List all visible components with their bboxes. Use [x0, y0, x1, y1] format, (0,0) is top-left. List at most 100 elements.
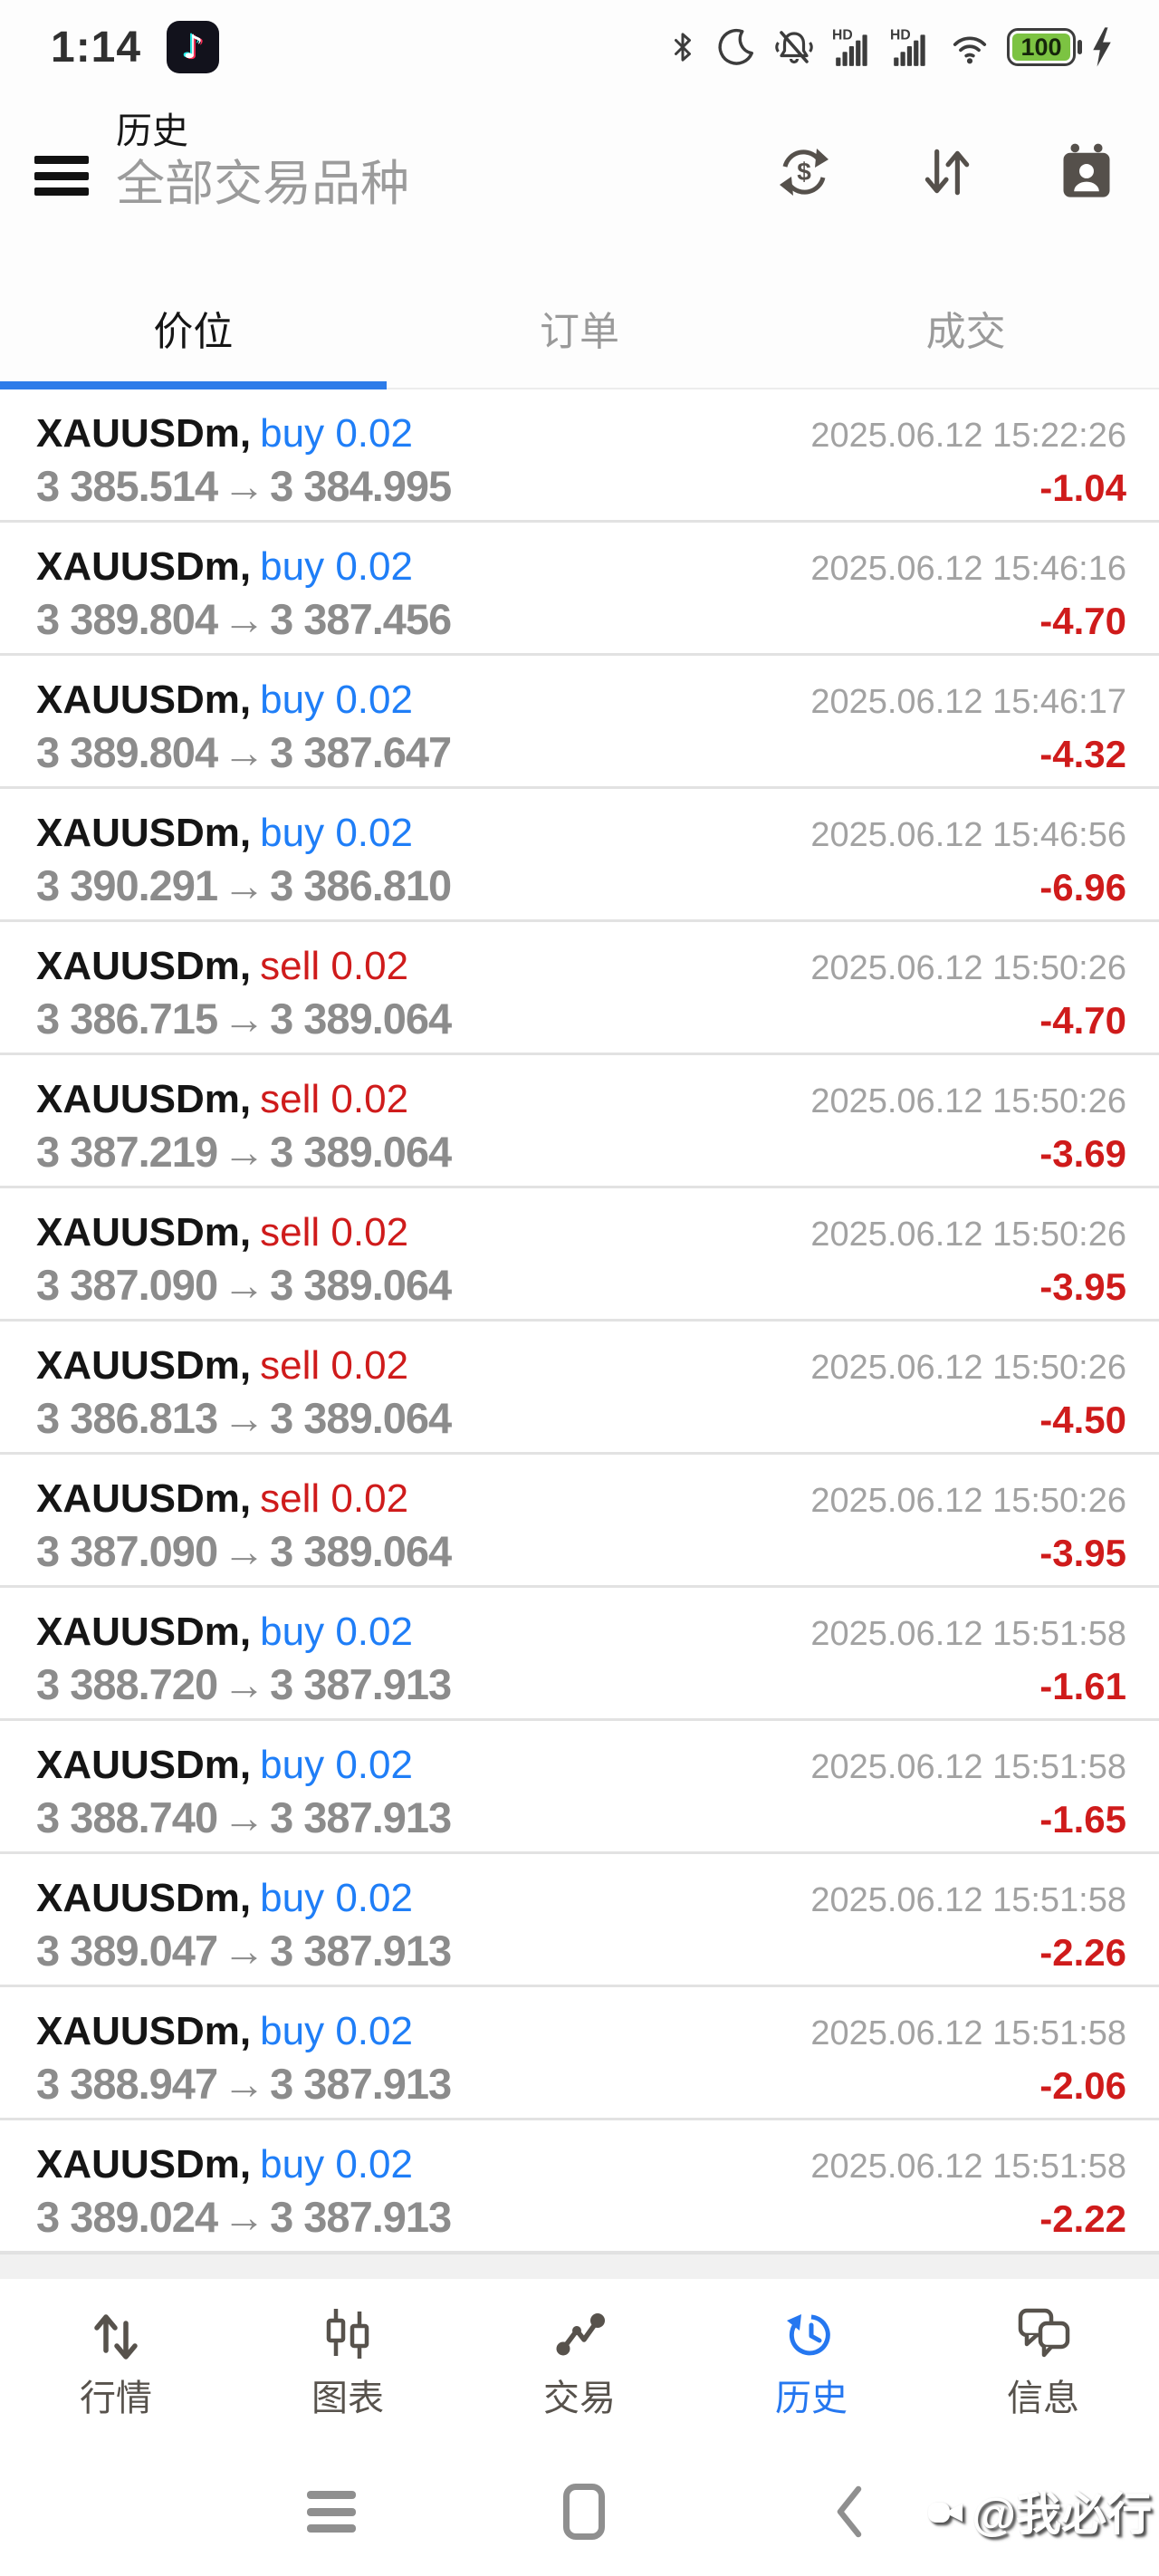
price-range: 3 388.740 → 3 387.913	[36, 1793, 452, 1842]
open-price: 3 388.947	[36, 2060, 218, 2108]
profit-value: -4.50	[1039, 1399, 1126, 1441]
side-volume-label: buy 0.02	[260, 1610, 413, 1654]
deal-time: 2025.06.12 15:51:58	[810, 1881, 1126, 1919]
menu-hamburger-icon[interactable]	[34, 156, 89, 196]
history-row[interactable]: XAUUSDm, buy 0.02 2025.06.12 15:51:58 3 3…	[0, 1588, 1159, 1721]
deal-time: 2025.06.12 15:46:56	[810, 816, 1126, 854]
header-titles[interactable]: 历史 全部交易品种	[116, 111, 409, 211]
price-range: 3 388.720 → 3 387.913	[36, 1659, 452, 1709]
tab-orders[interactable]: 订单	[540, 309, 619, 354]
bluetooth-icon	[675, 33, 691, 62]
nav-item-messages[interactable]: 信息	[927, 2279, 1159, 2446]
nav-item-history[interactable]: 历史	[695, 2279, 927, 2446]
messages-bubbles-icon	[1018, 2308, 1070, 2358]
close-price: 3 384.995	[270, 462, 452, 510]
sort-icon[interactable]	[916, 139, 976, 205]
price-range: 3 386.715 → 3 389.064	[36, 994, 452, 1043]
deal-summary: XAUUSDm, sell 0.02	[36, 944, 408, 989]
open-price: 3 388.720	[36, 1660, 218, 1708]
back-icon[interactable]	[829, 2482, 866, 2542]
price-range: 3 389.804 → 3 387.456	[36, 594, 452, 644]
side-volume-label: buy 0.02	[260, 2142, 413, 2187]
nav-item-quotes[interactable]: 行情	[0, 2279, 232, 2446]
price-arrow-icon: →	[223, 995, 265, 1043]
tab-deals[interactable]: 成交	[925, 309, 1006, 354]
deal-summary: XAUUSDm, buy 0.02	[36, 1610, 413, 1655]
close-price: 3 387.913	[270, 1660, 452, 1708]
side-volume-label: sell 0.02	[260, 1343, 409, 1388]
contact-card-icon[interactable]	[1056, 139, 1117, 205]
open-price: 3 385.514	[36, 462, 218, 510]
status-icons: HD HD 100	[665, 25, 1114, 69]
tab-positions[interactable]: 价位	[0, 267, 387, 389]
history-row[interactable]: XAUUSDm, buy 0.02 2025.06.12 15:51:58 3 3…	[0, 1721, 1159, 1854]
nav-label: 图表	[311, 2379, 384, 2418]
history-row[interactable]: XAUUSDm, buy 0.02 2025.06.12 15:51:58 3 3…	[0, 1854, 1159, 1987]
history-row[interactable]: XAUUSDm, buy 0.02 2025.06.12 15:51:58 3 3…	[0, 1987, 1159, 2120]
symbol-label: XAUUSDm,	[36, 1210, 252, 1254]
deal-time: 2025.06.12 15:50:26	[810, 1482, 1126, 1520]
price-range: 3 387.090 → 3 389.064	[36, 1526, 452, 1576]
recents-icon[interactable]	[307, 2491, 356, 2533]
history-row[interactable]: XAUUSDm, sell 0.02 2025.06.12 15:50:26 3 …	[0, 1455, 1159, 1588]
symbol-filter-label: 全部交易品种	[116, 157, 409, 211]
deal-time: 2025.06.12 15:51:58	[810, 2014, 1126, 2052]
history-row[interactable]: XAUUSDm, buy 0.02 2025.06.12 15:22:26 3 3…	[0, 389, 1159, 523]
symbol-label: XAUUSDm,	[36, 2009, 252, 2053]
history-row[interactable]: XAUUSDm, sell 0.02 2025.06.12 15:50:26 3 …	[0, 1188, 1159, 1322]
open-price: 3 389.024	[36, 2193, 218, 2241]
price-arrow-icon: →	[223, 462, 265, 510]
price-arrow-icon: →	[223, 728, 265, 776]
price-range: 3 389.804 → 3 387.647	[36, 727, 452, 777]
price-arrow-icon: →	[223, 595, 265, 643]
currency-sync-icon[interactable]: $	[771, 139, 837, 205]
side-volume-label: sell 0.02	[260, 944, 409, 988]
nav-item-trade[interactable]: 交易	[464, 2279, 695, 2446]
history-clock-icon	[787, 2314, 830, 2356]
history-row[interactable]: XAUUSDm, buy 0.02 2025.06.12 15:46:17 3 3…	[0, 656, 1159, 789]
deal-summary: XAUUSDm, sell 0.02	[36, 1077, 408, 1122]
svg-text:HD: HD	[832, 28, 853, 43]
svg-text:HD: HD	[890, 28, 911, 43]
symbol-label: XAUUSDm,	[36, 678, 252, 722]
deal-summary: XAUUSDm, buy 0.02	[36, 1743, 413, 1788]
history-row[interactable]: XAUUSDm, sell 0.02 2025.06.12 15:50:26 3 …	[0, 1322, 1159, 1455]
nav-item-charts[interactable]: 图表	[232, 2279, 464, 2446]
nav-label: 历史	[775, 2379, 848, 2418]
open-price: 3 389.047	[36, 1927, 218, 1975]
open-price: 3 388.740	[36, 1793, 218, 1841]
profit-value: -4.70	[1039, 999, 1126, 1042]
history-row[interactable]: XAUUSDm, buy 0.02 2025.06.12 15:46:16 3 3…	[0, 523, 1159, 656]
history-row[interactable]: XAUUSDm, buy 0.02 2025.06.12 15:51:58 3 3…	[0, 2120, 1159, 2254]
open-price: 3 389.804	[36, 595, 218, 643]
open-price: 3 389.804	[36, 728, 218, 776]
price-arrow-icon: →	[223, 1793, 265, 1841]
home-icon[interactable]	[563, 2484, 605, 2540]
history-row[interactable]: XAUUSDm, sell 0.02 2025.06.12 15:50:26 3 …	[0, 1055, 1159, 1188]
symbol-label: XAUUSDm,	[36, 411, 252, 456]
close-price: 3 387.913	[270, 1793, 452, 1841]
side-volume-label: sell 0.02	[260, 1210, 409, 1254]
symbol-label: XAUUSDm,	[36, 811, 252, 855]
signal-hd-2-icon: HD	[890, 28, 925, 66]
quotes-arrows-icon	[94, 2314, 138, 2360]
deal-time: 2025.06.12 15:50:26	[810, 949, 1126, 987]
deal-summary: XAUUSDm, buy 0.02	[36, 2142, 413, 2187]
history-row[interactable]: XAUUSDm, sell 0.02 2025.06.12 15:50:26 3 …	[0, 922, 1159, 1055]
watermark-logo-icon	[928, 2503, 963, 2523]
price-range: 3 389.024 → 3 387.913	[36, 2192, 452, 2242]
profit-value: -1.65	[1039, 1798, 1126, 1841]
profit-value: -3.69	[1039, 1132, 1126, 1175]
watermark: @我必行	[924, 2478, 1152, 2543]
price-arrow-icon: →	[223, 1927, 265, 1975]
history-row[interactable]: XAUUSDm, buy 0.02 2025.06.12 15:46:56 3 3…	[0, 789, 1159, 922]
open-price: 3 387.219	[36, 1128, 218, 1176]
charging-bolt-icon	[1093, 27, 1111, 67]
vibrate-mute-icon	[775, 31, 813, 64]
open-price: 3 387.090	[36, 1261, 218, 1309]
system-nav-bar: @我必行	[0, 2446, 1159, 2576]
side-volume-label: buy 0.02	[260, 411, 413, 456]
symbol-label: XAUUSDm,	[36, 544, 252, 589]
deal-summary: XAUUSDm, buy 0.02	[36, 411, 413, 457]
